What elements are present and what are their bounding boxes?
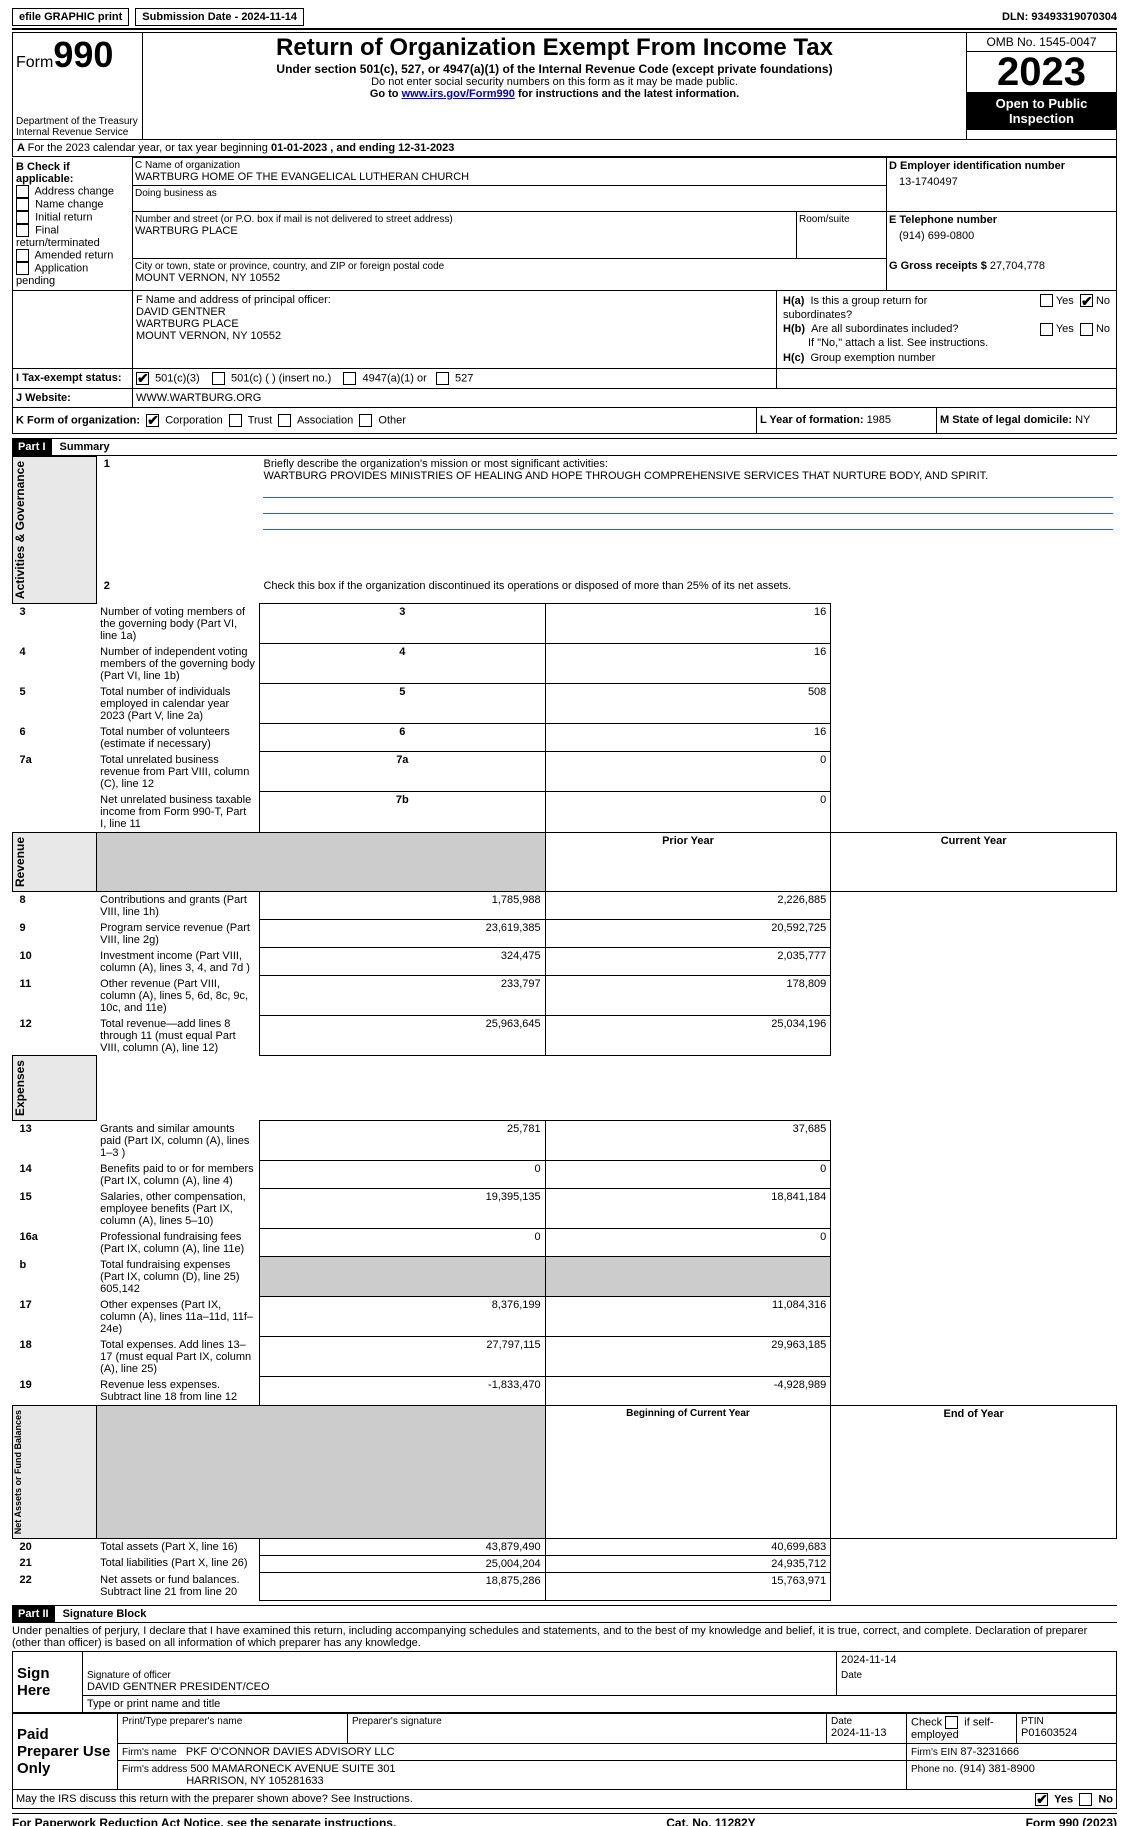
form-word: Form — [16, 54, 53, 71]
secb-checkbox[interactable] — [16, 211, 29, 224]
exp-label: Expenses — [13, 1056, 27, 1120]
self-employed-checkbox[interactable] — [945, 1716, 958, 1729]
goto-pre: Go to — [370, 88, 402, 100]
ha-yes-checkbox[interactable] — [1040, 294, 1053, 307]
perjury-text: Under penalties of perjury, I declare th… — [12, 1623, 1117, 1651]
secb-checkbox[interactable] — [16, 224, 29, 237]
open-public-label: Open to Public Inspection — [967, 92, 1116, 130]
hb-yes-checkbox[interactable] — [1040, 323, 1053, 336]
officer-block: F Name and address of principal officer:… — [12, 291, 1117, 369]
discuss-no-checkbox[interactable] — [1079, 1793, 1092, 1806]
form990-link[interactable]: www.irs.gov/Form990 — [402, 88, 515, 100]
room-label: Room/suite — [799, 214, 884, 225]
assoc-checkbox[interactable] — [278, 414, 291, 427]
q1-value: WARTBURG PROVIDES MINISTRIES OF HEALING … — [263, 470, 988, 482]
ssn-note: Do not enter social security numbers on … — [146, 76, 963, 88]
tax-status-row: I Tax-exempt status: 501(c)(3) 501(c) ( … — [12, 369, 1117, 389]
form-subtitle: Under section 501(c), 527, or 4947(a)(1)… — [146, 62, 963, 76]
501c3-checkbox[interactable] — [136, 372, 149, 385]
date-label: Date — [841, 1670, 1112, 1681]
org-name: WARTBURG HOME OF THE EVANGELICAL LUTHERA… — [135, 171, 884, 183]
topbar: efile GRAPHIC print Submission Date - 20… — [12, 8, 1117, 30]
city-value: MOUNT VERNON, NY 10552 — [135, 272, 884, 284]
gross-label: G Gross receipts $ — [889, 260, 987, 272]
trust-checkbox[interactable] — [229, 414, 242, 427]
city-label: City or town, state or province, country… — [135, 261, 884, 272]
527-checkbox[interactable] — [436, 372, 449, 385]
street-label: Number and street (or P.O. box if mail i… — [135, 214, 794, 225]
gov-label: Activities & Governance — [13, 457, 27, 603]
corp-checkbox[interactable] — [146, 414, 159, 427]
hb-note: If "No," attach a list. See instructions… — [780, 336, 1113, 350]
secb-checkbox[interactable] — [16, 249, 29, 262]
ein-value: 13-1740497 — [889, 172, 1114, 188]
preparer-table: Paid Preparer Use Only Print/Type prepar… — [12, 1713, 1117, 1790]
sig-date: 2024-11-14 — [837, 1651, 1117, 1668]
col-current: Current Year — [831, 832, 1117, 891]
officer-label: F Name and address of principal officer: — [136, 294, 773, 306]
dln-label: DLN: 93493319070304 — [1002, 11, 1117, 23]
4947-checkbox[interactable] — [343, 372, 356, 385]
sig-officer-label: Signature of officer — [87, 1670, 832, 1681]
period-row: A For the 2023 calendar year, or tax yea… — [12, 140, 1117, 157]
entity-block: B Check if applicable: Address change Na… — [12, 157, 1117, 291]
discuss-label: May the IRS discuss this return with the… — [16, 1793, 413, 1805]
footer-mid: Cat. No. 11282Y — [666, 1816, 755, 1826]
secb-checkbox[interactable] — [16, 262, 29, 275]
501c-checkbox[interactable] — [212, 372, 225, 385]
officer-line1: DAVID GENTNER — [136, 306, 773, 318]
org-name-label: C Name of organization — [135, 160, 884, 171]
sign-here-label: Sign Here — [13, 1651, 83, 1712]
street-value: WARTBURG PLACE — [135, 225, 794, 237]
footer-left: For Paperwork Reduction Act Notice, see … — [12, 1816, 396, 1826]
other-checkbox[interactable] — [359, 414, 372, 427]
officer-name-title: DAVID GENTNER PRESIDENT/CEO — [87, 1681, 832, 1693]
q1-label: Briefly describe the organization's miss… — [263, 458, 607, 470]
phone-value: (914) 699-0800 — [889, 226, 1114, 242]
signature-table: Sign Here 2024-11-14 Signature of office… — [12, 1651, 1117, 1713]
col-prior: Prior Year — [545, 832, 831, 891]
part2-header: Part IISignature Block — [12, 1605, 1117, 1623]
goto-post: for instructions and the latest informat… — [515, 88, 739, 100]
dba-label: Doing business as — [135, 188, 884, 199]
page-footer: For Paperwork Reduction Act Notice, see … — [12, 1813, 1117, 1826]
type-print-label: Type or print name and title — [83, 1695, 1117, 1712]
tax-year: 2023 — [967, 52, 1116, 92]
part1-table: Activities & Governance 1 Briefly descri… — [12, 456, 1117, 1601]
website-row: J Website: WWW.WARTBURG.ORG — [12, 389, 1117, 408]
officer-line2: WARTBURG PLACE — [136, 318, 773, 330]
phone-label: E Telephone number — [889, 214, 1114, 226]
rev-label: Revenue — [13, 833, 27, 891]
sec-b-label: B Check if applicable: — [16, 161, 129, 185]
ha-no-checkbox[interactable] — [1080, 294, 1093, 307]
discuss-yes-checkbox[interactable] — [1035, 1793, 1048, 1806]
part1-header: Part ISummary — [12, 438, 1117, 456]
form-title: Return of Organization Exempt From Incom… — [146, 34, 963, 62]
secb-checkbox[interactable] — [16, 185, 29, 198]
form-header: Form990 Department of the Treasury Inter… — [12, 32, 1117, 140]
col-beg: Beginning of Current Year — [545, 1405, 831, 1538]
website-value: WWW.WARTBURG.ORG — [133, 389, 1117, 408]
hb-no-checkbox[interactable] — [1080, 323, 1093, 336]
efile-print-label: efile GRAPHIC print — [12, 8, 129, 26]
klm-row: K Form of organization: Corporation Trus… — [12, 408, 1117, 434]
net-label: Net Assets or Fund Balances — [13, 1406, 23, 1538]
gross-value: 27,704,778 — [990, 260, 1045, 272]
secb-checkbox[interactable] — [16, 198, 29, 211]
form-number: 990 — [53, 34, 113, 75]
col-end: End of Year — [831, 1405, 1117, 1538]
officer-line3: MOUNT VERNON, NY 10552 — [136, 330, 773, 342]
paid-preparer-label: Paid Preparer Use Only — [13, 1713, 118, 1789]
ein-label: D Employer identification number — [889, 160, 1114, 172]
dept-treasury: Department of the Treasury — [16, 116, 139, 127]
submission-date-label: Submission Date - 2024-11-14 — [135, 8, 304, 26]
irs-label: Internal Revenue Service — [16, 127, 139, 138]
